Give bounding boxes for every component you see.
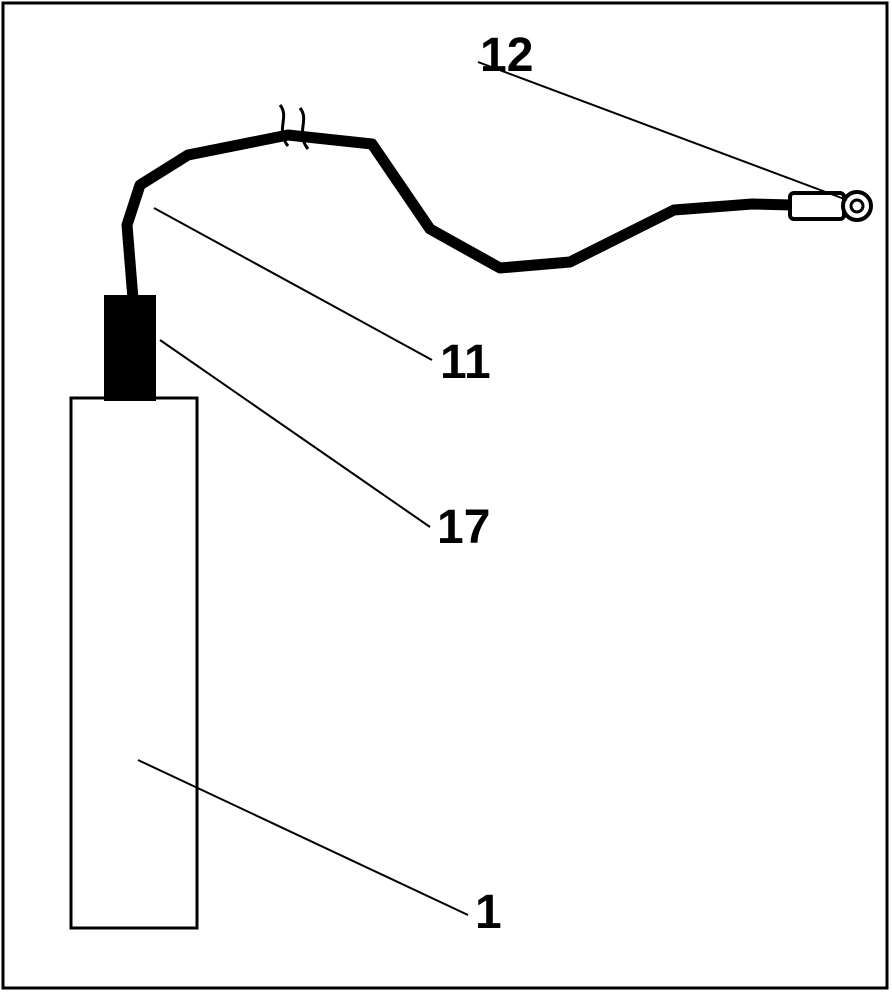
black-plug xyxy=(104,295,156,401)
diagram-svg xyxy=(0,0,892,992)
leader-line-17 xyxy=(160,340,430,527)
leader-line-11 xyxy=(154,208,432,360)
outer-frame xyxy=(3,3,887,988)
label-17: 17 xyxy=(437,500,490,555)
terminal-ring-hole xyxy=(851,200,863,212)
cable-wire xyxy=(127,135,792,299)
label-11: 11 xyxy=(440,335,491,390)
main-body-box xyxy=(71,398,197,928)
label-1: 1 xyxy=(475,885,502,940)
leader-line-1 xyxy=(138,760,468,915)
label-12: 12 xyxy=(480,28,533,83)
diagram-container: 12 11 17 1 xyxy=(0,0,892,992)
cable-break-mark-2 xyxy=(300,108,308,149)
